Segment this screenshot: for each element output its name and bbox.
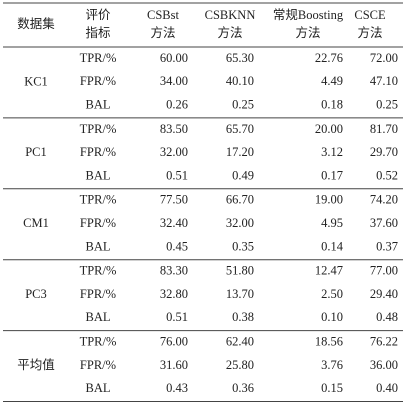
value-cell: 0.10 <box>321 310 343 324</box>
metric: FPR/% <box>80 74 116 88</box>
value-cell: 76.22 <box>370 334 398 348</box>
value-cell: 0.15 <box>321 381 343 395</box>
metric: BAL <box>86 310 111 324</box>
value-cell: 29.40 <box>370 287 398 301</box>
value-cell: 32.40 <box>160 216 188 230</box>
header-cell: 方法 <box>217 25 242 40</box>
value-cell: 0.36 <box>232 381 254 395</box>
header-cell: 常规Boosting <box>273 7 344 22</box>
dataset-name: PC1 <box>25 145 47 159</box>
value-cell: 32.00 <box>160 145 188 159</box>
header-cell: 指标 <box>85 25 110 40</box>
value-cell: 77.50 <box>160 193 188 207</box>
value-cell: 83.50 <box>160 122 188 136</box>
value-cell: 0.51 <box>166 310 188 324</box>
value-cell: 34.00 <box>160 74 188 88</box>
value-cell: 40.10 <box>226 74 254 88</box>
value-cell: 0.38 <box>232 310 254 324</box>
metric: BAL <box>86 381 111 395</box>
value-cell: 0.14 <box>321 239 344 253</box>
value-cell: 0.43 <box>166 381 188 395</box>
header-cell: 方法 <box>357 25 382 40</box>
value-cell: 65.70 <box>226 122 254 136</box>
value-cell: 83.30 <box>160 264 188 278</box>
header-cell: 方法 <box>295 25 320 40</box>
value-cell: 66.70 <box>226 193 254 207</box>
value-cell: 0.17 <box>321 168 343 182</box>
value-cell: 60.00 <box>160 51 188 65</box>
value-cell: 13.70 <box>226 287 254 301</box>
value-cell: 74.20 <box>370 193 398 207</box>
value-cell: 0.48 <box>376 310 398 324</box>
metric: FPR/% <box>80 216 116 230</box>
value-cell: 17.20 <box>226 145 254 159</box>
dataset-name: 平均值 <box>17 357 55 372</box>
header-cell: CSBKNN <box>205 8 256 22</box>
value-cell: 2.50 <box>321 287 343 301</box>
metric: TPR/% <box>80 51 117 65</box>
value-cell: 0.51 <box>166 168 188 182</box>
value-cell: 77.00 <box>370 264 398 278</box>
header-cell: CSCE <box>354 8 386 22</box>
value-cell: 81.70 <box>370 122 398 136</box>
value-cell: 47.10 <box>370 74 398 88</box>
value-cell: 32.00 <box>226 216 254 230</box>
metric: BAL <box>86 168 111 182</box>
value-cell: 19.00 <box>315 193 343 207</box>
value-cell: 0.40 <box>376 381 398 395</box>
metric: BAL <box>86 97 111 111</box>
value-cell: 12.47 <box>315 264 343 278</box>
header-cell: 方法 <box>150 25 175 40</box>
value-cell: 0.37 <box>376 239 398 253</box>
value-cell: 4.49 <box>321 74 343 88</box>
value-cell: 51.80 <box>226 264 254 278</box>
metric: TPR/% <box>80 334 117 348</box>
value-cell: 62.40 <box>226 334 254 348</box>
value-cell: 72.00 <box>370 51 398 65</box>
value-cell: 0.45 <box>166 239 188 253</box>
value-cell: 0.18 <box>321 97 343 111</box>
value-cell: 22.76 <box>315 51 343 65</box>
header-cell: 数据集 <box>17 16 55 31</box>
header-cell: CSBst <box>147 8 179 22</box>
dataset-name: CM1 <box>23 216 49 230</box>
value-cell: 20.00 <box>315 122 343 136</box>
metric: TPR/% <box>80 264 117 278</box>
value-cell: 65.30 <box>226 51 254 65</box>
metric: FPR/% <box>80 145 116 159</box>
value-cell: 0.26 <box>166 97 188 111</box>
value-cell: 31.60 <box>160 358 188 372</box>
value-cell: 36.00 <box>370 358 398 372</box>
value-cell: 0.25 <box>376 97 398 111</box>
metric: FPR/% <box>80 287 116 301</box>
value-cell: 3.76 <box>321 358 343 372</box>
value-cell: 76.00 <box>160 334 188 348</box>
value-cell: 0.35 <box>232 239 254 253</box>
header-cell: 评价 <box>85 8 111 22</box>
metric: TPR/% <box>80 122 117 136</box>
value-cell: 37.60 <box>370 216 398 230</box>
metric: FPR/% <box>80 358 116 372</box>
value-cell: 0.52 <box>376 168 398 182</box>
value-cell: 25.80 <box>226 358 254 372</box>
dataset-name: KC1 <box>24 74 48 88</box>
metric: BAL <box>86 239 111 253</box>
value-cell: 0.25 <box>232 97 254 111</box>
dataset-name: PC3 <box>25 287 47 301</box>
value-cell: 18.56 <box>315 334 343 348</box>
value-cell: 0.49 <box>232 168 254 182</box>
value-cell: 4.95 <box>321 216 343 230</box>
metric: TPR/% <box>80 193 117 207</box>
value-cell: 32.80 <box>160 287 188 301</box>
value-cell: 29.70 <box>370 145 398 159</box>
value-cell: 3.12 <box>321 145 343 159</box>
